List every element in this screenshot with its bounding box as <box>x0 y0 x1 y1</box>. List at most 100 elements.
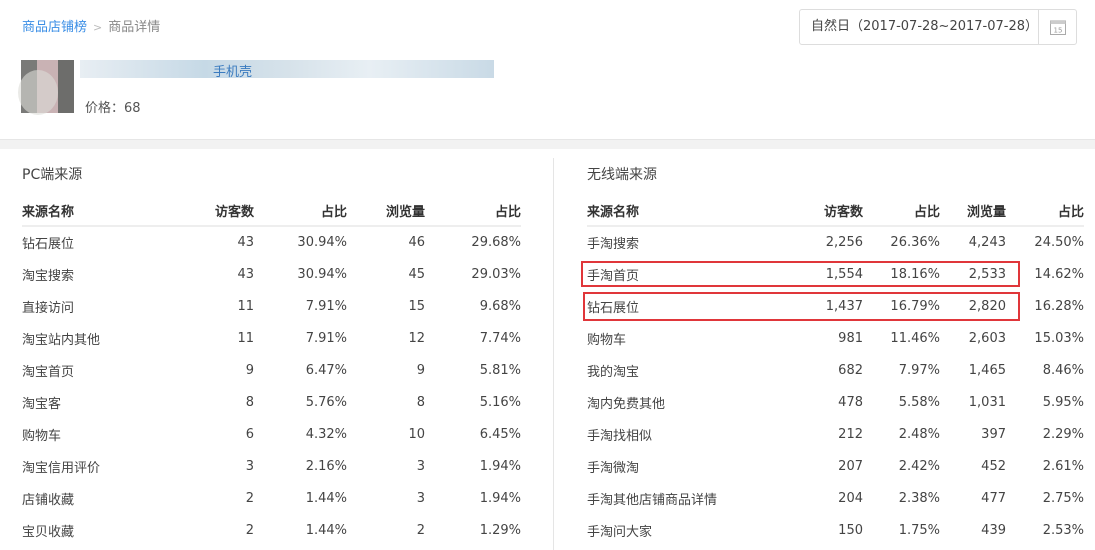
cell-visitors: 207 <box>838 458 863 474</box>
cell-pageviews: 45 <box>408 266 425 282</box>
cell-source-name: 手淘微淘 <box>587 460 640 476</box>
cell-source-name: 店铺收藏 <box>22 492 75 508</box>
date-range-value[interactable]: 自然日（2017-07-28~2017-07-28） <box>811 19 1038 34</box>
breadcrumb-parent-link[interactable]: 商品店铺榜 <box>22 20 88 35</box>
cell-pageviews: 397 <box>981 426 1006 442</box>
cell-pageviews: 3 <box>416 490 425 506</box>
highlight-box-shoutao-homepage <box>581 261 1020 287</box>
table-row: 手淘首页 1,554 18.16% 2,533 14.62% <box>587 258 1084 290</box>
cell-pageview-ratio: 2.53% <box>1042 522 1084 538</box>
table-row: 手淘搜索 2,256 26.36% 4,243 24.50% <box>587 226 1084 258</box>
cell-visitor-ratio: 1.44% <box>305 490 347 506</box>
cell-visitor-ratio: 7.91% <box>305 298 347 314</box>
cell-source-name: 钻石展位 <box>587 300 640 316</box>
cell-source-name: 淘宝客 <box>22 396 62 412</box>
table-row: 淘宝信用评价 3 2.16% 3 1.94% <box>22 450 521 482</box>
cell-visitor-ratio: 26.36% <box>890 235 940 250</box>
cell-pageview-ratio: 9.68% <box>479 298 521 314</box>
table-row: 购物车 6 4.32% 10 6.45% <box>22 418 521 450</box>
cell-visitor-ratio: 5.76% <box>305 394 347 410</box>
cell-source-name: 淘宝信用评价 <box>22 460 101 476</box>
cell-pageviews: 9 <box>416 362 425 378</box>
cell-visitor-ratio: 4.32% <box>305 426 347 442</box>
mobile-source-title: 无线端来源 <box>587 167 657 183</box>
header-source-name[interactable]: 来源名称 <box>22 196 180 227</box>
pc-source-table: 来源名称 访客数 占比 浏览量 占比 钻石展位 43 30.94% 46 29.68% 淘宝搜索 43… <box>22 196 521 546</box>
cell-visitor-ratio: 30.94% <box>297 235 347 250</box>
cell-pageview-ratio: 2.61% <box>1042 458 1084 474</box>
header-pageview-ratio[interactable]: 占比 <box>425 196 521 227</box>
cell-visitors: 11 <box>237 298 254 314</box>
cell-visitors: 6 <box>245 426 254 442</box>
table-row: 直接访问 11 7.91% 15 9.68% <box>22 290 521 322</box>
table-header-row: 来源名称 访客数 占比 浏览量 占比 <box>22 196 521 227</box>
cell-pageviews: 2,533 <box>968 266 1006 282</box>
cell-visitors: 9 <box>245 362 254 378</box>
cell-source-name: 淘宝首页 <box>22 364 75 380</box>
pc-source-title: PC端来源 <box>22 167 83 183</box>
header-visitors[interactable]: 访客数 <box>180 196 254 227</box>
cell-pageview-ratio: 1.94% <box>479 458 521 474</box>
product-title-text[interactable]: 手机壳 <box>213 65 253 80</box>
cell-pageviews: 1,031 <box>968 394 1006 410</box>
table-row: 店铺收藏 2 1.44% 3 1.94% <box>22 482 521 514</box>
cell-pageviews: 4,243 <box>968 235 1006 250</box>
cell-source-name: 我的淘宝 <box>587 364 640 380</box>
product-thumbnail[interactable] <box>18 60 74 115</box>
cell-visitors: 204 <box>838 490 863 506</box>
product-title-link[interactable]: 手机壳 <box>80 60 494 80</box>
cell-visitors: 3 <box>245 458 254 474</box>
cell-pageview-ratio: 1.94% <box>479 490 521 506</box>
table-row: 淘宝客 8 5.76% 8 5.16% <box>22 386 521 418</box>
header-pageview-ratio[interactable]: 占比 <box>1006 196 1084 227</box>
cell-source-name: 淘宝站内其他 <box>22 332 101 348</box>
cell-source-name: 手淘搜索 <box>587 237 640 252</box>
table-row: 手淘其他店铺商品详情 204 2.38% 477 2.75% <box>587 482 1084 514</box>
table-row: 我的淘宝 682 7.97% 1,465 8.46% <box>587 354 1084 386</box>
cell-pageviews: 15 <box>408 298 425 314</box>
cell-visitor-ratio: 30.94% <box>297 266 347 282</box>
header-pageviews[interactable]: 浏览量 <box>347 196 425 227</box>
table-row: 手淘找相似 212 2.48% 397 2.29% <box>587 418 1084 450</box>
calendar-icon[interactable]: 15 <box>1038 10 1076 44</box>
highlight-box-diamond-booth <box>583 292 1020 321</box>
cell-pageview-ratio: 5.95% <box>1042 394 1084 410</box>
cell-source-name: 手淘找相似 <box>587 428 653 444</box>
table-row: 宝贝收藏 2 1.44% 2 1.29% <box>22 514 521 546</box>
cell-visitors: 1,437 <box>825 298 863 314</box>
header-visitor-ratio[interactable]: 占比 <box>863 196 940 227</box>
cell-visitor-ratio: 2.38% <box>898 490 940 506</box>
header-visitor-ratio[interactable]: 占比 <box>254 196 347 227</box>
cell-source-name: 宝贝收藏 <box>22 524 75 540</box>
cell-pageview-ratio: 29.68% <box>471 235 521 250</box>
cell-pageviews: 3 <box>416 458 425 474</box>
table-row: 钻石展位 1,437 16.79% 2,820 16.28% <box>587 290 1084 322</box>
cell-visitors: 1,554 <box>825 266 863 282</box>
table-row: 钻石展位 43 30.94% 46 29.68% <box>22 226 521 258</box>
table-row: 手淘问大家 150 1.75% 439 2.53% <box>587 514 1084 546</box>
cell-visitor-ratio: 7.91% <box>305 330 347 346</box>
cell-visitors: 2 <box>245 490 254 506</box>
cell-source-name: 手淘其他店铺商品详情 <box>587 492 718 508</box>
header-source-name[interactable]: 来源名称 <box>587 196 790 227</box>
cell-pageviews: 46 <box>408 235 425 250</box>
cell-pageviews: 452 <box>981 458 1006 474</box>
cell-visitors: 981 <box>838 330 863 346</box>
cell-visitor-ratio: 1.44% <box>305 522 347 538</box>
header-pageviews[interactable]: 浏览量 <box>940 196 1006 227</box>
cell-visitors: 8 <box>245 394 254 410</box>
cell-visitors: 212 <box>838 426 863 442</box>
cell-visitor-ratio: 2.42% <box>898 458 940 474</box>
cell-visitors: 2,256 <box>825 235 863 250</box>
cell-visitor-ratio: 11.46% <box>890 330 940 346</box>
cell-pageview-ratio: 14.62% <box>1034 266 1084 282</box>
cell-pageviews: 10 <box>408 426 425 442</box>
cell-visitors: 11 <box>237 330 254 346</box>
cell-pageviews: 2,603 <box>968 330 1006 346</box>
table-header-row: 来源名称 访客数 占比 浏览量 占比 <box>587 196 1084 227</box>
cell-visitor-ratio: 2.16% <box>305 458 347 474</box>
cell-visitors: 43 <box>237 235 254 250</box>
cell-visitors: 2 <box>245 522 254 538</box>
date-picker[interactable]: 自然日（2017-07-28~2017-07-28） 15 <box>799 9 1077 45</box>
header-visitors[interactable]: 访客数 <box>790 196 863 227</box>
